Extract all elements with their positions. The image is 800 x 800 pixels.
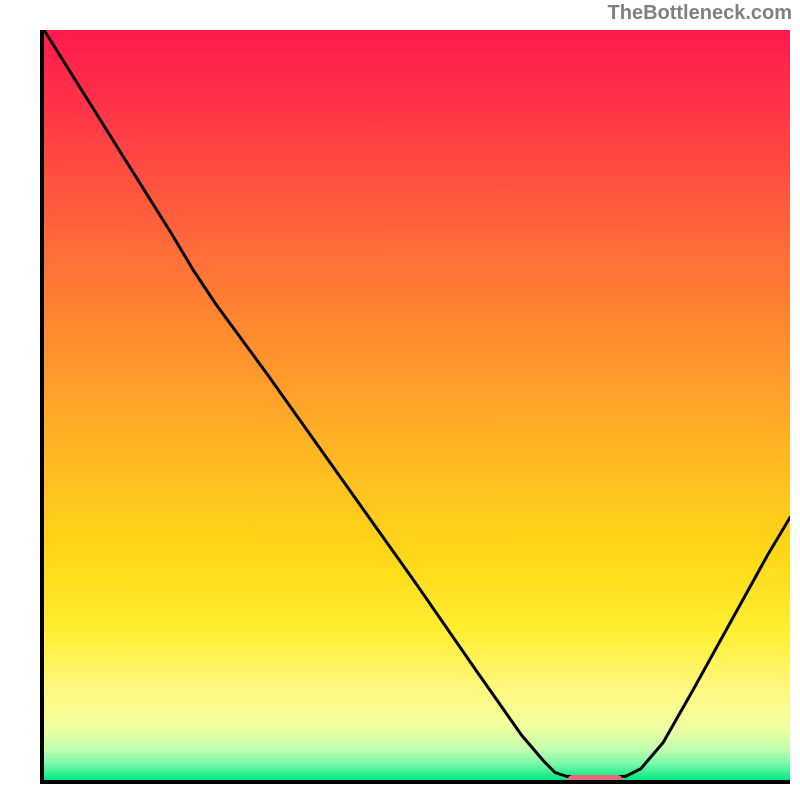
watermark-text: TheBottleneck.com xyxy=(608,2,792,25)
plot-area xyxy=(40,30,790,784)
optimal-marker xyxy=(567,775,623,784)
chart-container: TheBottleneck.com xyxy=(0,0,800,800)
bottleneck-curve xyxy=(44,30,790,780)
